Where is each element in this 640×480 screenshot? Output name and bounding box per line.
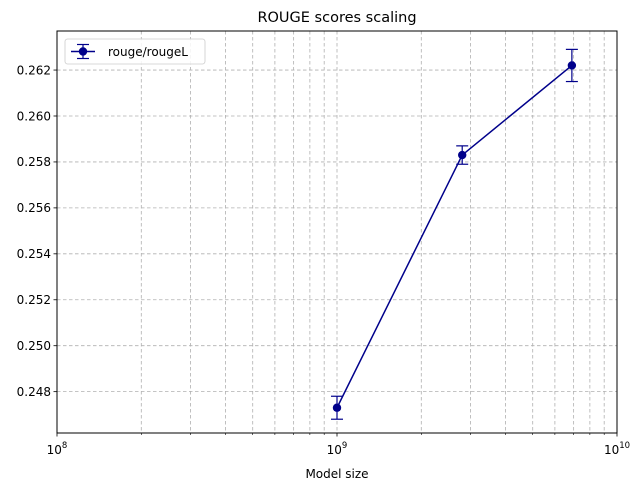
legend-marker-swatch [78,47,88,56]
data-point [458,150,467,160]
y-tick-label: 0.248 [17,385,51,399]
series-layer [331,48,578,420]
y-tick-label: 0.258 [17,155,51,169]
y-tick-label: 0.250 [17,339,51,353]
y-tick-label: 0.256 [17,201,51,215]
y-tick-label: 0.260 [17,109,51,123]
y-tick-label: 0.254 [17,247,51,261]
x-tick-label: 1010 [604,441,630,457]
legend-box [64,38,206,65]
x-tick-label: 108 [47,441,68,457]
axes: 108 109 1010 0.248 0.250 0.252 0.254 0.256 0.258… [17,63,630,457]
x-axis-label: Model size [305,467,368,480]
x-tick-label: 109 [327,441,348,457]
data-point [332,403,342,412]
y-tick-label: 0.252 [17,293,51,307]
chart-title: ROUGE scores scaling [257,10,416,26]
y-tick-label: 0.262 [17,63,51,77]
legend-label: rouge/rougeL [108,45,188,59]
data-point [567,61,577,70]
legend: rouge/rougeL [64,38,206,65]
